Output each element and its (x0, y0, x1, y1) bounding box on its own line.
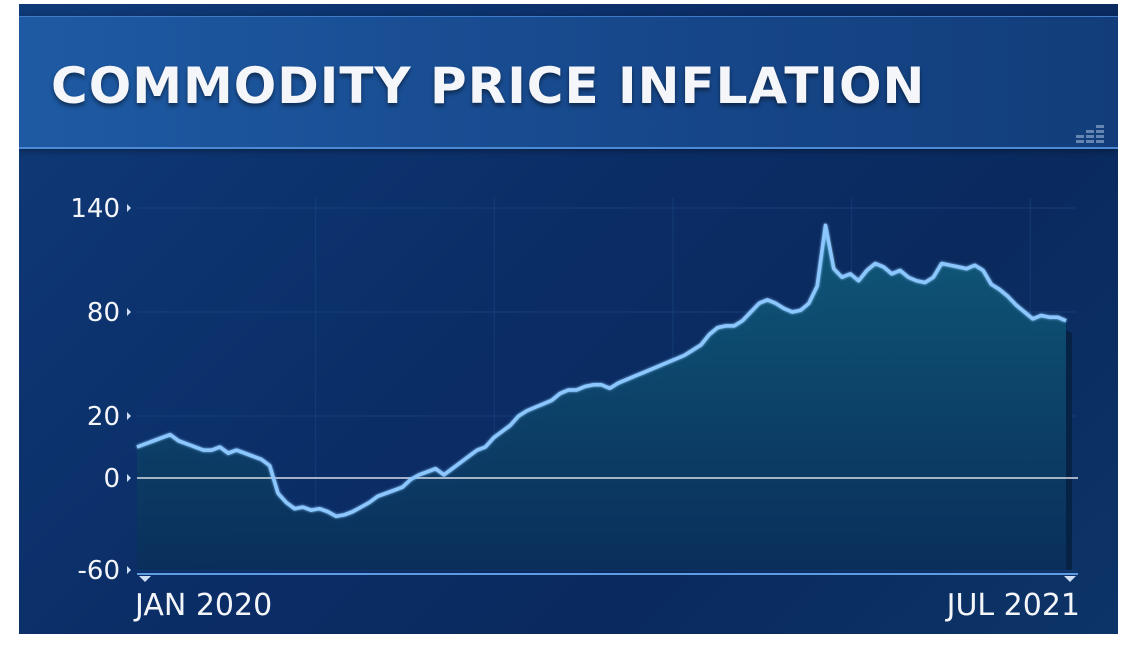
y-axis-ticks: 140 80 20 0 -60 (70, 194, 131, 586)
area-fill (137, 225, 1066, 571)
y-tick-marker (127, 474, 131, 482)
y-tick-marker (127, 412, 131, 420)
y-tick-label: 20 (87, 402, 120, 432)
y-tick-label: -60 (78, 556, 120, 586)
y-tick-marker (127, 566, 131, 574)
y-tick-label: 140 (70, 194, 120, 224)
x-end-label: JUL 2021 (945, 588, 1080, 623)
y-tick-marker (127, 204, 131, 212)
title-band: COMMODITY PRICE INFLATION (19, 16, 1118, 149)
x-end-marker-icon (1064, 576, 1076, 582)
series-line (136, 223, 1067, 519)
y-tick-marker (127, 308, 131, 316)
x-start-label: JAN 2020 (133, 588, 272, 623)
y-tick-label: 0 (103, 464, 120, 494)
x-start-marker-icon (139, 576, 151, 582)
chart-title: COMMODITY PRICE INFLATION (51, 57, 926, 115)
y-tick-label: 80 (87, 298, 120, 328)
bars-logo-icon (1076, 125, 1104, 143)
